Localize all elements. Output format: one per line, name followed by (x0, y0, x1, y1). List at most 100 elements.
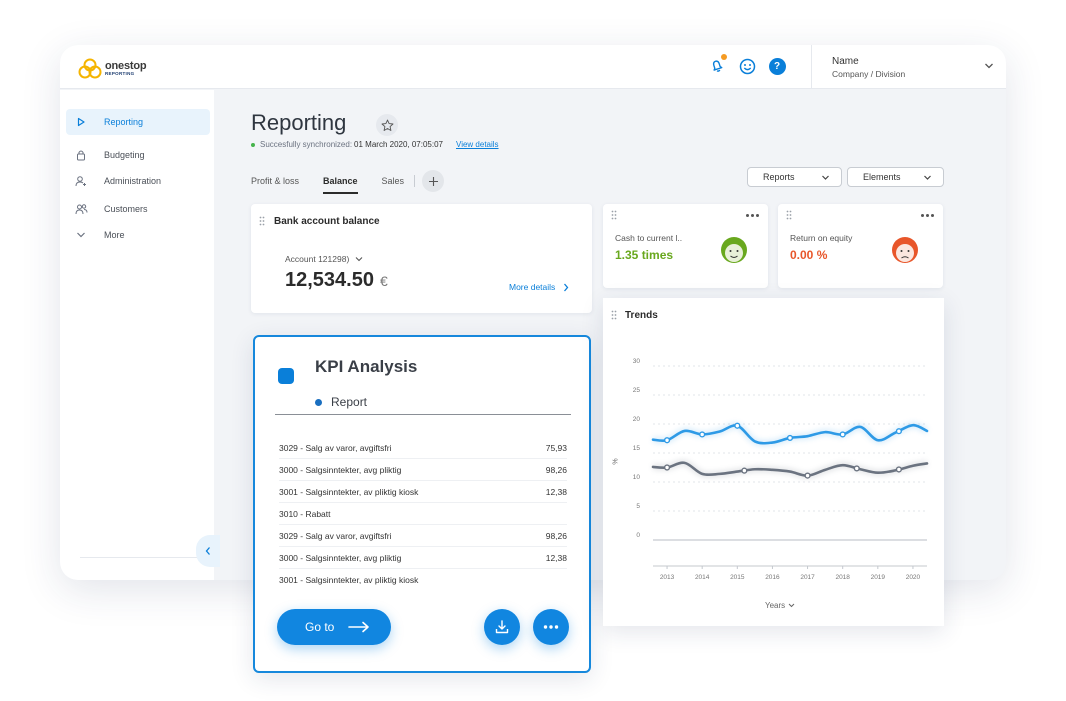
data-point[interactable] (663, 437, 671, 444)
user-name: Name (832, 56, 859, 67)
trends-chart: 0 5 10 15 20 25 30 2013 2014 2015 2016 2017 2018 2019… (633, 358, 929, 581)
row-name: 3000 - Salgsinntekter, avg pliktig (279, 464, 402, 475)
table-row[interactable]: 3001 - Salgsinntekter, av pliktig kiosk (279, 569, 567, 591)
view-details-link[interactable]: View details (456, 140, 499, 149)
arrow-right-icon (348, 621, 370, 633)
kpi-title: KPI Analysis (315, 357, 418, 376)
balance-currency: € (379, 273, 388, 289)
data-point[interactable] (839, 431, 846, 438)
return-on-equity-card: Return on equity 0.00 % (778, 204, 943, 288)
data-point[interactable] (699, 431, 706, 438)
data-point[interactable] (853, 465, 860, 472)
table-row[interactable]: 3000 - Salgsinntekter, avg pliktig 12,38 (279, 547, 567, 569)
collapse-sidebar-button[interactable] (196, 535, 220, 567)
x-tick-label: 2016 (765, 574, 780, 581)
account-selector[interactable]: Account 121298) (285, 254, 363, 264)
chevron-down-icon (822, 175, 829, 180)
x-axis-selector[interactable]: Years (765, 601, 795, 610)
reports-dropdown-label: Reports (763, 172, 795, 182)
bell-icon (712, 60, 723, 72)
card-menu-button[interactable] (921, 214, 934, 217)
sidebar-item-label: More (104, 230, 125, 240)
drag-handle-icon[interactable] (611, 210, 617, 220)
feedback-button[interactable] (738, 57, 756, 75)
add-tab-button[interactable] (422, 170, 445, 192)
sync-date: 01 March 2020, 07:05:07 (354, 140, 443, 149)
tab-balance[interactable]: Balance (323, 176, 358, 194)
sad-face-icon (892, 237, 918, 263)
sidebar-item-customers[interactable]: Customers (66, 196, 210, 222)
row-name: 3000 - Salgsinntekter, avg pliktig (279, 552, 402, 563)
sidebar: Reporting Budgeting Administration Custo… (60, 90, 214, 580)
card-title: Bank account balance (274, 216, 380, 227)
download-button[interactable] (484, 609, 520, 645)
goto-button[interactable]: Go to (277, 609, 391, 645)
y-tick-label: 20 (633, 416, 641, 423)
data-point[interactable] (663, 464, 671, 471)
user-company: Company / Division (832, 69, 906, 79)
sidebar-item-administration[interactable]: Administration (66, 168, 210, 194)
row-name: 3029 - Salg av varor, avgiftsfri (279, 442, 392, 453)
notifications-button[interactable] (708, 54, 727, 75)
kpi-report-label: Report (315, 395, 367, 409)
row-name: 3001 - Salgsinntekter, av pliktig kiosk (279, 486, 419, 497)
row-name: 3029 - Salg av varor, avgiftsfri (279, 530, 392, 541)
sidebar-item-more[interactable]: More (66, 222, 210, 248)
chevron-down-icon (985, 63, 993, 69)
logo[interactable]: onestop REPORTING (78, 58, 147, 80)
data-point[interactable] (741, 467, 748, 474)
help-button[interactable]: ? (768, 57, 786, 75)
data-point[interactable] (804, 472, 811, 479)
more-details-link[interactable]: More details (509, 282, 569, 292)
x-axis-label: Years (765, 601, 786, 610)
tab-bar: Profit & loss Balance Sales (251, 170, 445, 194)
trends-title: Trends (625, 310, 658, 321)
tab-sales[interactable]: Sales (381, 176, 405, 186)
table-row[interactable]: 3029 - Salg av varor, avgiftsfri 98,26 (279, 525, 567, 547)
data-point[interactable] (786, 434, 794, 442)
table-row[interactable]: 3010 - Rabatt (279, 503, 567, 525)
star-icon (381, 119, 393, 131)
table-row[interactable]: 3001 - Salgsinntekter, av pliktig kiosk … (279, 481, 567, 503)
play-icon (66, 117, 96, 127)
logo-main: onestop (105, 60, 147, 73)
reports-dropdown[interactable]: Reports (747, 167, 842, 187)
top-icons: ? (708, 54, 786, 75)
row-name: 3001 - Salgsinntekter, av pliktig kiosk (279, 575, 419, 585)
card-menu-button[interactable] (746, 214, 759, 217)
tab-profit-loss[interactable]: Profit & loss (251, 176, 300, 186)
more-options-button[interactable] (533, 609, 569, 645)
y-axis-label: % (612, 458, 620, 465)
more-details-label: More details (509, 282, 556, 292)
table-row[interactable]: 3029 - Salg av varor, avgiftsfri 75,93 (279, 437, 567, 459)
logo-rings-icon (78, 58, 102, 79)
favorite-button[interactable] (376, 114, 398, 136)
sidebar-item-budgeting[interactable]: Budgeting (66, 142, 210, 168)
chevron-right-icon (564, 283, 569, 291)
drag-handle-icon[interactable] (259, 216, 265, 226)
drag-handle-icon[interactable] (611, 310, 617, 320)
admin-icon (66, 175, 96, 187)
data-point[interactable] (895, 428, 902, 435)
chevron-down-icon (788, 603, 795, 608)
trends-card: Trends 0 5 10 15 20 25 30 2013 2014 2015 2016 2017 2… (603, 298, 944, 626)
chevron-down-icon (355, 257, 363, 262)
data-point[interactable] (734, 422, 741, 429)
elements-dropdown[interactable]: Elements (847, 167, 944, 187)
y-tick-label: 0 (636, 532, 640, 539)
kpi-color-swatch (278, 368, 294, 384)
sidebar-item-label: Reporting (104, 117, 144, 127)
table-row[interactable]: 3000 - Salgsinntekter, avg pliktig 98,26 (279, 459, 567, 481)
padlock-icon (66, 149, 96, 161)
more-horizontal-icon (543, 625, 559, 629)
account-label: Account 121298) (285, 254, 350, 264)
help-icon: ? (768, 57, 786, 75)
bank-balance-card: Bank account balance Account 121298) 12,… (251, 204, 592, 313)
data-point[interactable] (895, 466, 902, 473)
chevron-left-icon (205, 547, 210, 555)
user-menu[interactable]: Name Company / Division (811, 45, 1006, 89)
kpi-divider (275, 414, 571, 415)
sidebar-item-reporting[interactable]: Reporting (66, 109, 210, 135)
drag-handle-icon[interactable] (786, 210, 792, 220)
